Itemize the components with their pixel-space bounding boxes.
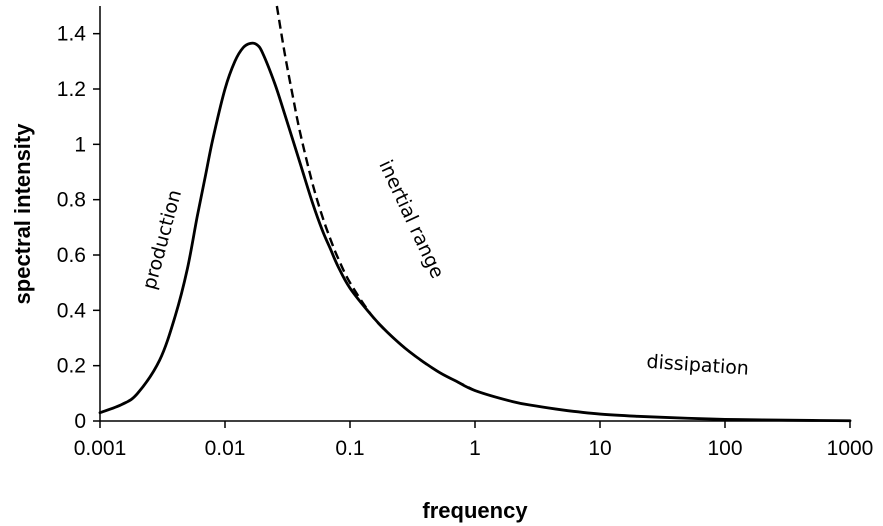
annotation-layer: production inertial range dissipation (138, 157, 749, 380)
series-line-solid (98, 41, 852, 423)
y-tick-label: 0.6 (57, 244, 86, 267)
annotation-label: production (138, 188, 186, 292)
y-tick-label: 0.2 (57, 355, 86, 378)
x-tick-label: 0.1 (335, 437, 364, 460)
x-tick-label: 100 (707, 437, 742, 460)
x-tick-label: 1 (469, 437, 481, 460)
y-tick-label: 0 (74, 410, 86, 433)
annotation-label: inertial range (374, 157, 448, 282)
series-line-dashed (275, 5, 476, 392)
y-tick-label: 1 (74, 133, 86, 156)
annotation-label: dissipation (646, 351, 750, 380)
x-tick-label: 10 (588, 437, 611, 460)
x-tick-label: 0.01 (205, 437, 246, 460)
x-ticks: 0.001 0.01 0.1 1 10 100 1000 (74, 421, 874, 460)
series-layer (98, 5, 852, 423)
y-tick-label: 0.8 (57, 189, 86, 212)
x-axis-title: frequency (422, 498, 528, 523)
y-axis-title: spectral intensity (10, 123, 35, 305)
x-tick-label: 0.001 (74, 437, 127, 460)
x-tick-label: 1000 (827, 437, 874, 460)
y-tick-label: 0.4 (57, 299, 87, 322)
y-tick-label: 1.2 (57, 78, 86, 101)
y-tick-label: 1.4 (57, 23, 87, 46)
y-ticks: 0 0.2 0.4 0.6 0.8 1 1.2 1.4 (57, 23, 100, 433)
plot-area: 0.001 0.01 0.1 1 10 100 1000 0 0.2 0.4 0.6 0.8 1 1.2… (57, 5, 874, 460)
